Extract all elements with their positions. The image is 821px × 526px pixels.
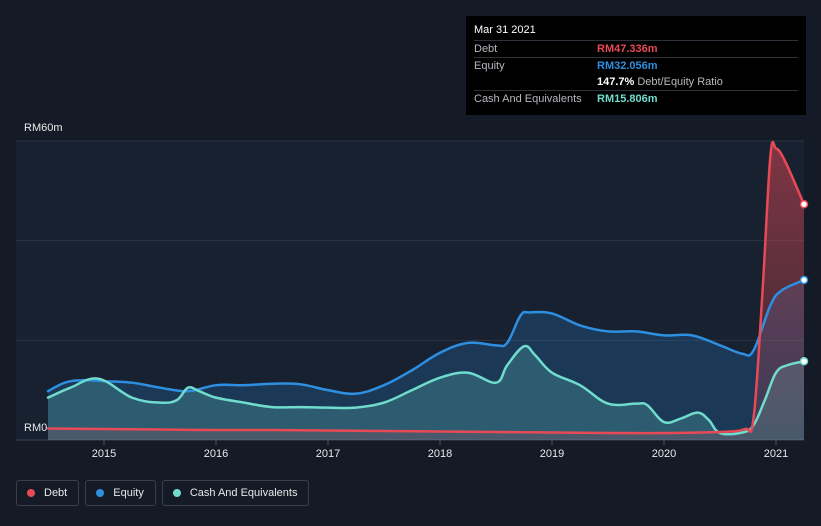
chart-legend: Debt Equity Cash And Equivalents bbox=[16, 480, 310, 506]
equity-end-marker bbox=[799, 275, 809, 285]
tooltip-cash-label: Cash And Equivalents bbox=[474, 93, 582, 105]
tooltip-equity-label: Equity bbox=[474, 60, 505, 72]
tooltip-row-debt: Debt RM47.336m bbox=[474, 40, 798, 57]
tooltip-ratio-value: 147.7% bbox=[597, 76, 635, 88]
tooltip-row-cash: Cash And Equivalents RM15.806m bbox=[474, 90, 798, 107]
cash-dot-icon bbox=[172, 489, 181, 497]
legend-item-cash[interactable]: Cash And Equivalents bbox=[161, 480, 310, 506]
cash-and-equivalents-end-marker bbox=[799, 357, 809, 366]
series-end-markers bbox=[799, 200, 809, 366]
x-axis-ticks: 2015 2016 2017 2018 2019 2020 2021 bbox=[92, 440, 788, 460]
cash-and-equivalents-area bbox=[48, 345, 804, 440]
equity-area bbox=[48, 280, 804, 440]
y-axis-top-label: RM60m bbox=[24, 122, 63, 134]
tooltip-debt-value: RM47.336m bbox=[597, 43, 658, 55]
tooltip-date: Mar 31 2021 bbox=[474, 24, 536, 36]
x-tick-label: 2021 bbox=[764, 448, 788, 460]
tooltip-equity-value: RM32.056m bbox=[597, 60, 658, 72]
x-tick-label: 2019 bbox=[540, 448, 564, 460]
hover-tooltip: Mar 31 2021 Debt RM47.336m Equity RM32.0… bbox=[466, 16, 806, 115]
x-tick-label: 2017 bbox=[316, 448, 340, 460]
x-tick-label: 2020 bbox=[652, 448, 676, 460]
tooltip-ratio-label: Debt/Equity Ratio bbox=[637, 76, 723, 88]
series-areas bbox=[48, 141, 804, 440]
tooltip-row-ratio: 147.7% Debt/Equity Ratio bbox=[474, 74, 798, 90]
x-tick-label: 2015 bbox=[92, 448, 116, 460]
legend-label-equity: Equity bbox=[113, 487, 144, 499]
debt-line bbox=[46, 140, 806, 435]
x-tick-label: 2016 bbox=[204, 448, 228, 460]
legend-label-debt: Debt bbox=[44, 487, 68, 499]
legend-item-equity[interactable]: Equity bbox=[85, 480, 156, 506]
equity-line bbox=[46, 278, 806, 396]
equity-dot-icon bbox=[96, 489, 105, 497]
tooltip-row-equity: Equity RM32.056m bbox=[474, 57, 798, 74]
debt-dot-icon bbox=[27, 489, 35, 497]
y-axis-zero-label: RM0 bbox=[24, 422, 48, 434]
debt-end-marker bbox=[799, 200, 809, 209]
series-lines bbox=[46, 140, 806, 436]
tooltip-cash-value: RM15.806m bbox=[597, 93, 658, 105]
legend-item-debt[interactable]: Debt bbox=[16, 480, 80, 506]
tooltip-debt-label: Debt bbox=[474, 43, 498, 55]
legend-label-cash: Cash And Equivalents bbox=[189, 487, 298, 499]
x-tick-label: 2018 bbox=[428, 448, 452, 460]
